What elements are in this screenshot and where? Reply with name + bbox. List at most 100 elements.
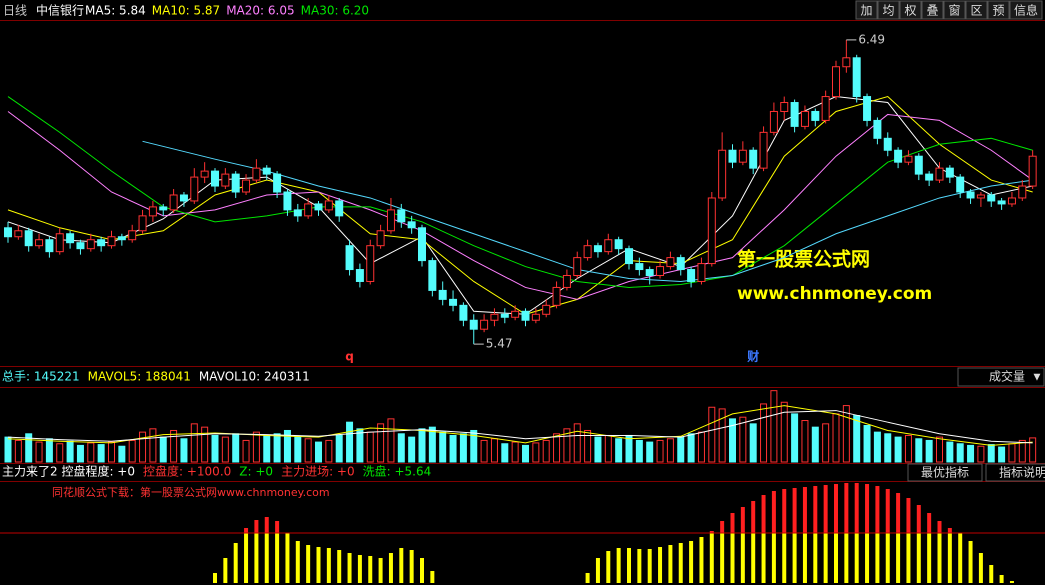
indicator-button-label[interactable]: 最优指标 [921, 465, 969, 480]
candle-body [159, 206, 168, 211]
candle-body [14, 230, 23, 238]
candle-body [148, 206, 157, 217]
candle-body [324, 200, 333, 211]
toolbar-button[interactable] [943, 0, 966, 20]
candle-body [531, 313, 540, 321]
toolbar-button[interactable] [899, 0, 922, 20]
candle-body [914, 155, 923, 175]
volume-bar [387, 418, 395, 463]
readout: 洗盘: +5.64 [363, 464, 432, 479]
legend-entry: MA5: 5.84 [85, 4, 146, 18]
note: 同花顺公式下载：第一股票公式网www.chnmoney.com [52, 485, 330, 499]
candle-body [852, 57, 861, 98]
volume-bar [894, 436, 902, 463]
volume-bar [335, 434, 343, 463]
toolbar-button[interactable] [987, 0, 1010, 20]
volume-bar [118, 445, 126, 463]
candle-body [832, 66, 840, 98]
toolbar-button[interactable] [965, 0, 988, 20]
volume-bar [14, 439, 22, 463]
candle-body [635, 263, 644, 271]
candle-body [469, 319, 478, 330]
menu[interactable] [957, 367, 1045, 387]
volume-bar [697, 431, 705, 463]
volume-bar [56, 443, 64, 463]
candle-body [231, 173, 240, 193]
volume-bar [635, 439, 643, 463]
volume-bar [87, 442, 95, 463]
volume-bar [304, 438, 312, 463]
volume-bar [490, 438, 498, 463]
candle-body [925, 173, 934, 181]
marker: 财 [746, 349, 759, 364]
volume-bar [739, 416, 747, 463]
toolbar-button-label[interactable]: 均 [882, 4, 894, 18]
stock-name: 中信银行 [36, 3, 84, 18]
line [7, 410, 1033, 444]
candle-body [242, 179, 251, 193]
candle-body [604, 239, 613, 253]
toolbar-button[interactable] [1009, 0, 1043, 20]
toolbar-button-label[interactable]: 信息 [1014, 3, 1038, 18]
candle-body [645, 269, 654, 277]
candle-body [345, 245, 354, 271]
candle-body [883, 137, 892, 151]
volume-bar [987, 444, 995, 463]
volume-bar [925, 439, 933, 463]
volume-bar [511, 441, 519, 463]
candle-body [728, 149, 737, 163]
toolbar-button[interactable] [855, 0, 878, 20]
readout: MAVOL5: 188041 [88, 370, 191, 384]
toolbar-button-label[interactable]: 区 [970, 4, 982, 18]
readout: 主力进场: +0 [281, 465, 355, 479]
volume-bar [904, 434, 912, 463]
volume-bar [677, 436, 685, 463]
volume-bar [201, 426, 209, 463]
volume-bar [780, 401, 788, 463]
volume-bar [553, 433, 561, 463]
candle-body [800, 110, 809, 127]
volume-bar [439, 431, 447, 463]
volume-bar [418, 428, 426, 463]
candle-body [904, 155, 913, 163]
toolbar-button-label[interactable]: 预 [992, 4, 1004, 18]
candle-body [304, 203, 313, 217]
candle-body [55, 233, 64, 253]
toolbar-button-label[interactable]: 叠 [926, 4, 938, 18]
indicator-button[interactable] [985, 463, 1045, 482]
candle-body [863, 96, 872, 121]
candle-body [117, 236, 126, 241]
toolbar-button[interactable] [877, 0, 900, 20]
volume-bar [811, 426, 819, 463]
toolbar-button-label[interactable]: 加 [860, 4, 872, 18]
candle-body [780, 102, 789, 112]
indicator-button[interactable] [907, 463, 983, 482]
volume-bar [408, 436, 416, 463]
volume-bar [501, 443, 509, 463]
volume-bar [325, 439, 333, 463]
toolbar-button[interactable] [921, 0, 944, 20]
line [142, 140, 1033, 282]
candle-body [314, 203, 323, 211]
menu-label[interactable]: 成交量 [989, 369, 1025, 384]
line [7, 405, 1033, 446]
candle-body [552, 286, 561, 306]
candle-body [35, 239, 44, 247]
volume-bar [1029, 437, 1037, 463]
volume-bar [863, 425, 871, 463]
toolbar-button-label[interactable]: 权 [904, 4, 916, 18]
toolbar-button-label[interactable]: 窗 [948, 4, 960, 18]
candle-body [759, 131, 768, 169]
candle-body [873, 119, 882, 139]
candle-body [821, 96, 830, 121]
candle-body [418, 227, 426, 262]
candle-body [449, 298, 458, 306]
volume-bar [853, 415, 861, 463]
volume-bar [801, 420, 809, 463]
candle-body [976, 194, 985, 199]
candle-body [707, 197, 716, 265]
indicator-button-label[interactable]: 指标说明 [999, 465, 1045, 480]
volume-bar [594, 436, 602, 463]
legend-entry: MA20: 6.05 [226, 4, 294, 18]
